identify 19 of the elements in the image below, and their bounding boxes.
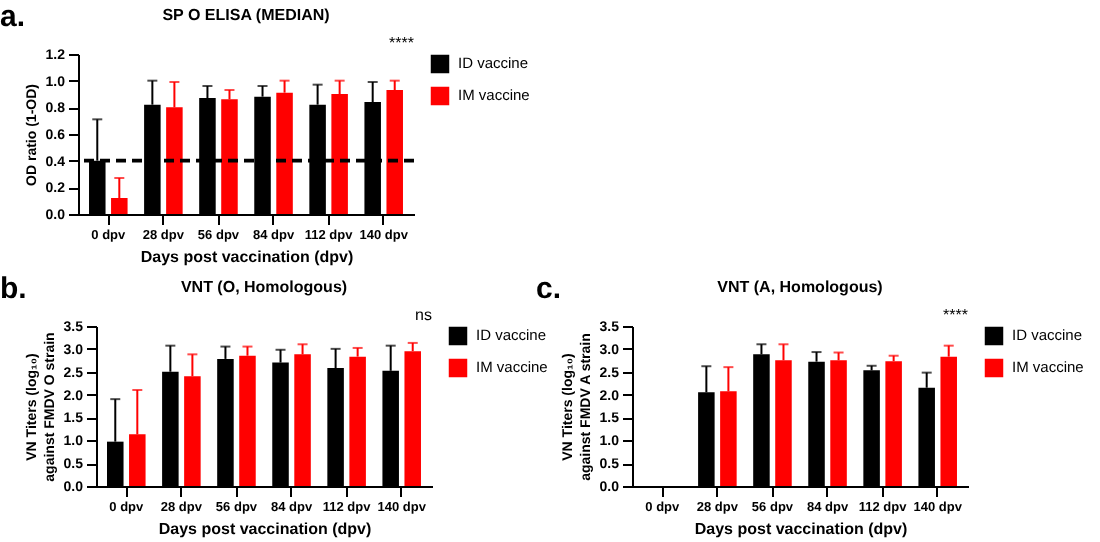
chart-title: SP O ELISA (MEDIAN)	[162, 6, 331, 24]
x-axis-title: Days post vaccination (dpv)	[158, 520, 372, 538]
text: b.	[0, 272, 27, 306]
bar	[404, 351, 421, 486]
x-axis-title: Days post vaccination (dpv)	[694, 520, 908, 538]
text: c.	[536, 272, 562, 306]
bar	[386, 90, 403, 214]
chart-title: VNT (A, Homologous)	[717, 278, 884, 296]
bar	[221, 99, 238, 214]
text: ****	[943, 306, 968, 324]
bar	[830, 360, 847, 486]
bar	[349, 356, 366, 486]
text: ****	[389, 34, 414, 52]
bar	[885, 361, 902, 486]
bar	[239, 355, 256, 486]
x-axis-title: Days post vaccination (dpv)	[140, 248, 354, 266]
text: ns	[415, 306, 432, 324]
chart-title: VNT (O, Homologous)	[180, 278, 348, 296]
text: a.	[0, 0, 26, 34]
